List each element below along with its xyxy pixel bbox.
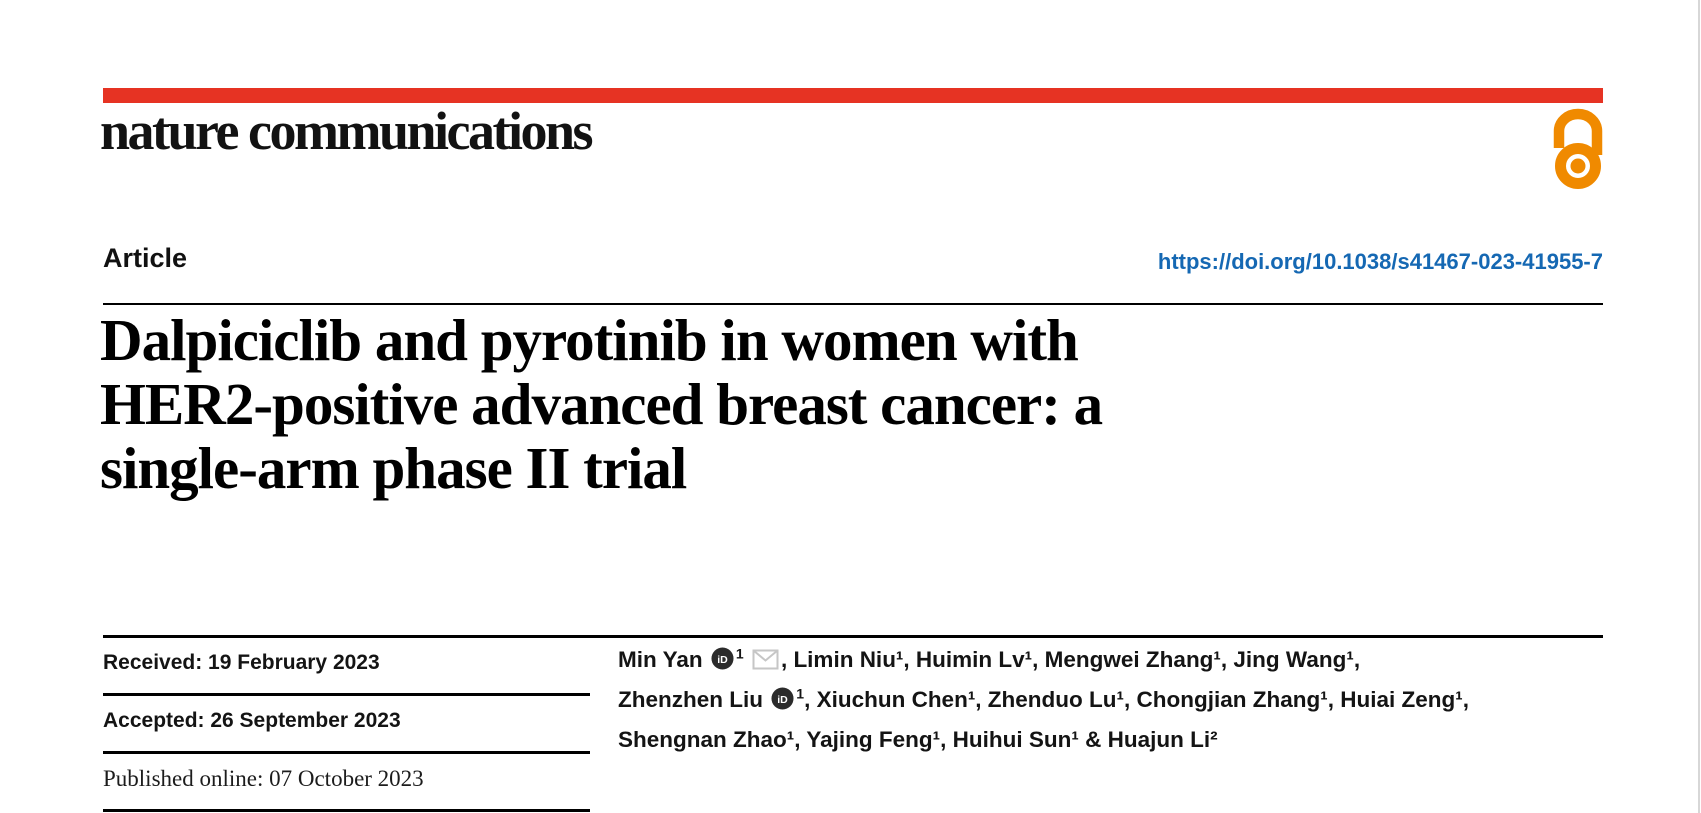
- metadata-rule: [103, 693, 590, 696]
- doi-link[interactable]: https://doi.org/10.1038/s41467-023-41955…: [1157, 249, 1603, 274]
- author-name: Zhenzhen Liu: [618, 687, 763, 712]
- orcid-icon[interactable]: iD: [771, 684, 794, 721]
- metadata-top-rule: [103, 635, 1603, 638]
- affiliation-superscript: 1: [796, 685, 805, 702]
- author-name: Min Yan: [618, 647, 703, 672]
- published-date: Published online: 07 October 2023: [103, 766, 424, 791]
- author-line-2: Zhenzhen Liu iD 1, Xiuchun Chen¹, Zhendu…: [618, 681, 1618, 721]
- article-type-label: Article: [103, 243, 188, 273]
- received-date: Received: 19 February 2023: [103, 651, 380, 674]
- accepted-date: Accepted: 26 September 2023: [103, 709, 401, 732]
- open-access-icon[interactable]: [1546, 108, 1606, 195]
- author-names: , Xiuchun Chen¹, Zhenduo Lu¹, Chongjian …: [804, 687, 1469, 712]
- paper-title-line-1: Dalpiciclib and pyrotinib in women with: [100, 307, 1079, 373]
- author-list: Min Yan iD 1 , Limin Niu¹, Huimin Lv¹, M…: [618, 641, 1618, 758]
- paper-title: Dalpiciclib and pyrotinib in women with …: [100, 308, 1520, 500]
- author-line-3: Shengnan Zhao¹, Yajing Feng¹, Huihui Sun…: [618, 721, 1618, 758]
- svg-text:iD: iD: [778, 694, 789, 706]
- author-names: , Limin Niu¹, Huimin Lv¹, Mengwei Zhang¹…: [780, 647, 1361, 672]
- journal-logo: nature communications: [100, 101, 594, 161]
- paper-title-line-2: HER2-positive advanced breast cancer: a: [100, 371, 1103, 437]
- author-names: Shengnan Zhao¹, Yajing Feng¹, Huihui Sun…: [618, 727, 1218, 752]
- header-rule: [103, 303, 1603, 305]
- metadata-rule: [103, 809, 590, 812]
- author-line-1: Min Yan iD 1 , Limin Niu¹, Huimin Lv¹, M…: [618, 641, 1618, 681]
- paper-title-line-3: single-arm phase II trial: [100, 435, 687, 501]
- envelope-icon[interactable]: [752, 644, 779, 681]
- page-edge-divider: [1698, 0, 1700, 813]
- metadata-rule: [103, 751, 590, 754]
- nature-red-bar: [103, 88, 1603, 103]
- affiliation-superscript: 1: [735, 645, 744, 662]
- orcid-icon[interactable]: iD: [711, 644, 734, 681]
- svg-text:iD: iD: [717, 654, 728, 666]
